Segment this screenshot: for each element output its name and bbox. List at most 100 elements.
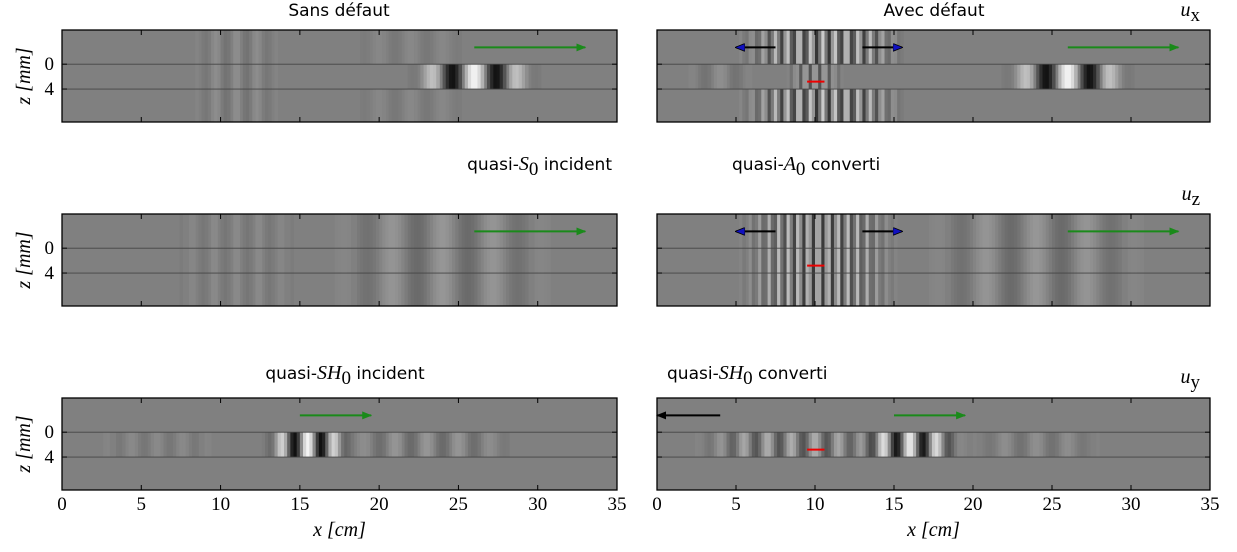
field-pixel (395, 30, 399, 65)
field-pixel (395, 248, 399, 274)
field-pixel (480, 248, 485, 274)
field-pixel (988, 273, 993, 306)
field-pixel (325, 432, 329, 458)
field-pixel (195, 89, 199, 122)
field-pixel (134, 432, 139, 458)
field-pixel (547, 248, 551, 274)
field-pixel (1029, 432, 1034, 458)
field-pixel (830, 64, 835, 90)
field-pixel (1055, 214, 1059, 249)
field-pixel (739, 432, 743, 458)
field-pixel (723, 64, 727, 90)
field-pixel (894, 248, 898, 274)
field-pixel (931, 248, 936, 274)
field-pixel (236, 30, 240, 65)
field-pixel (720, 432, 724, 458)
field-pixel (988, 214, 993, 249)
field-pixel (837, 432, 841, 458)
field-pixel (534, 248, 539, 274)
field-pixel (1137, 273, 1141, 306)
field-pixel (249, 89, 253, 122)
field-pixel (736, 432, 740, 458)
field-pixel (786, 214, 791, 249)
field-pixel (935, 273, 939, 306)
field-pixel (1055, 432, 1059, 458)
x-tick-label: 0 (57, 494, 67, 515)
field-pixel (490, 64, 494, 90)
field-pixel (830, 30, 835, 65)
field-pixel (198, 214, 202, 249)
field-pixel (928, 432, 933, 458)
field-pixel (429, 273, 434, 306)
field-pixel (811, 64, 816, 90)
field-pixel (815, 273, 819, 306)
field-pixel (1045, 248, 1050, 274)
field-pixel (334, 214, 339, 249)
field-pixel (824, 214, 829, 249)
field-pixel (226, 248, 231, 274)
field-pixel (1074, 273, 1078, 306)
field-pixel (837, 64, 841, 90)
field-pixel (540, 248, 545, 274)
field-pixel (773, 214, 778, 249)
field-pixel (277, 214, 282, 249)
y-tick-label: 4 (45, 79, 55, 100)
field-pixel (988, 248, 993, 274)
field-pixel (1036, 273, 1040, 306)
field-pixel (799, 64, 803, 90)
panel-title: Avec défaut (884, 1, 985, 21)
field-pixel (837, 214, 841, 249)
field-pixel (941, 248, 945, 274)
field-pixel (1026, 64, 1031, 90)
field-pixel (871, 248, 876, 274)
field-pixel (1086, 248, 1091, 274)
field-pixel (846, 89, 851, 122)
field-pixel (334, 248, 339, 274)
panel-title: quasi-SH0 incident (265, 362, 425, 389)
field-pixel (391, 214, 396, 249)
field-pixel (1061, 248, 1066, 274)
field-pixel (833, 248, 838, 274)
field-pixel (537, 64, 542, 90)
field-pixel (963, 432, 968, 458)
field-pixel (1039, 214, 1043, 249)
field-pixel (404, 214, 409, 249)
field-pixel (201, 214, 206, 249)
field-pixel (379, 248, 383, 274)
field-pixel (783, 248, 787, 274)
field-pixel (957, 248, 961, 274)
field-pixel (758, 273, 762, 306)
field-pixel (827, 30, 832, 65)
field-pixel (220, 214, 225, 249)
field-pixel (780, 432, 784, 458)
field-pixel (960, 432, 964, 458)
field-pixel (995, 214, 999, 249)
field-pixel (420, 248, 424, 274)
field-pixel (1105, 64, 1110, 90)
field-pixel (865, 248, 870, 274)
x-tick-label: 30 (528, 494, 547, 515)
field-pixel (268, 89, 272, 122)
field-pixel (818, 273, 822, 306)
field-pixel (344, 214, 348, 249)
field-pixel (767, 248, 772, 274)
field-pixel (280, 273, 285, 306)
field-pixel (537, 248, 542, 274)
field-pixel (439, 273, 443, 306)
field-pixel (1118, 248, 1122, 274)
field-pixel (442, 432, 447, 458)
field-pixel (499, 64, 504, 90)
field-pixel (214, 30, 218, 65)
field-pixel (420, 30, 424, 65)
field-pixel (318, 432, 323, 458)
field-pixel (372, 89, 377, 122)
field-pixel (960, 214, 964, 249)
field-pixel (150, 432, 155, 458)
field-pixel (207, 89, 212, 122)
x-tick-label: 15 (290, 494, 309, 515)
field-pixel (426, 214, 431, 249)
field-pixel (796, 89, 800, 122)
field-pixel (824, 273, 829, 306)
field-pixel (742, 432, 746, 458)
field-pixel (957, 432, 961, 458)
